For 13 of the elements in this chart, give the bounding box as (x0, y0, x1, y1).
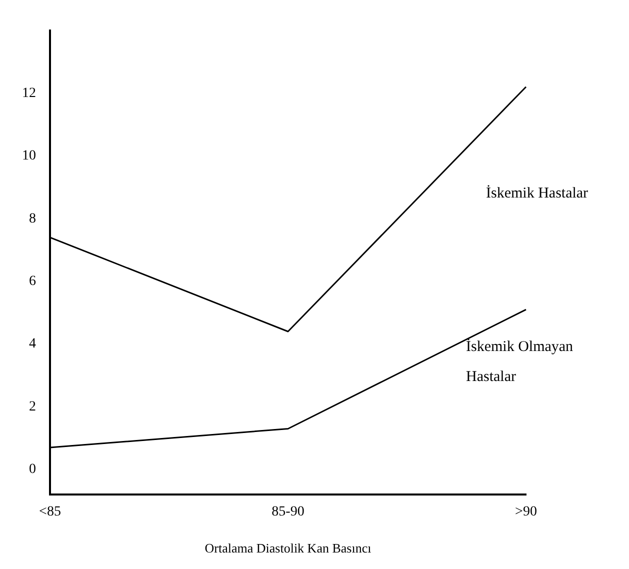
x-tick-label: 85-90 (272, 504, 304, 520)
x-tick-label: <85 (39, 504, 61, 520)
y-tick-label: 8 (29, 211, 36, 226)
text: İskemik Hastalar (486, 184, 588, 202)
x-tick-label: >90 (515, 504, 537, 520)
y-tick-label: 4 (29, 336, 36, 352)
y-tick-label: 0 (29, 462, 36, 478)
series-label: İskemik Olmayan Hastalar (466, 338, 574, 386)
y-tick-label: 12 (22, 86, 36, 101)
y-tick-label: 6 (29, 274, 36, 289)
x-axis-title: Ortalama Diastolik Kan Basıncı (204, 540, 372, 556)
y-tick-label: 10 (22, 148, 36, 164)
y-tick-label: 2 (29, 399, 36, 414)
